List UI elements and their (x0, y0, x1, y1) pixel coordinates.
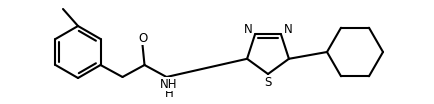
Text: O: O (138, 32, 147, 45)
Text: H: H (165, 87, 174, 100)
Text: N: N (244, 23, 253, 36)
Text: NH: NH (160, 77, 177, 90)
Text: S: S (264, 76, 272, 89)
Text: N: N (165, 79, 174, 92)
Text: N: N (283, 23, 293, 36)
